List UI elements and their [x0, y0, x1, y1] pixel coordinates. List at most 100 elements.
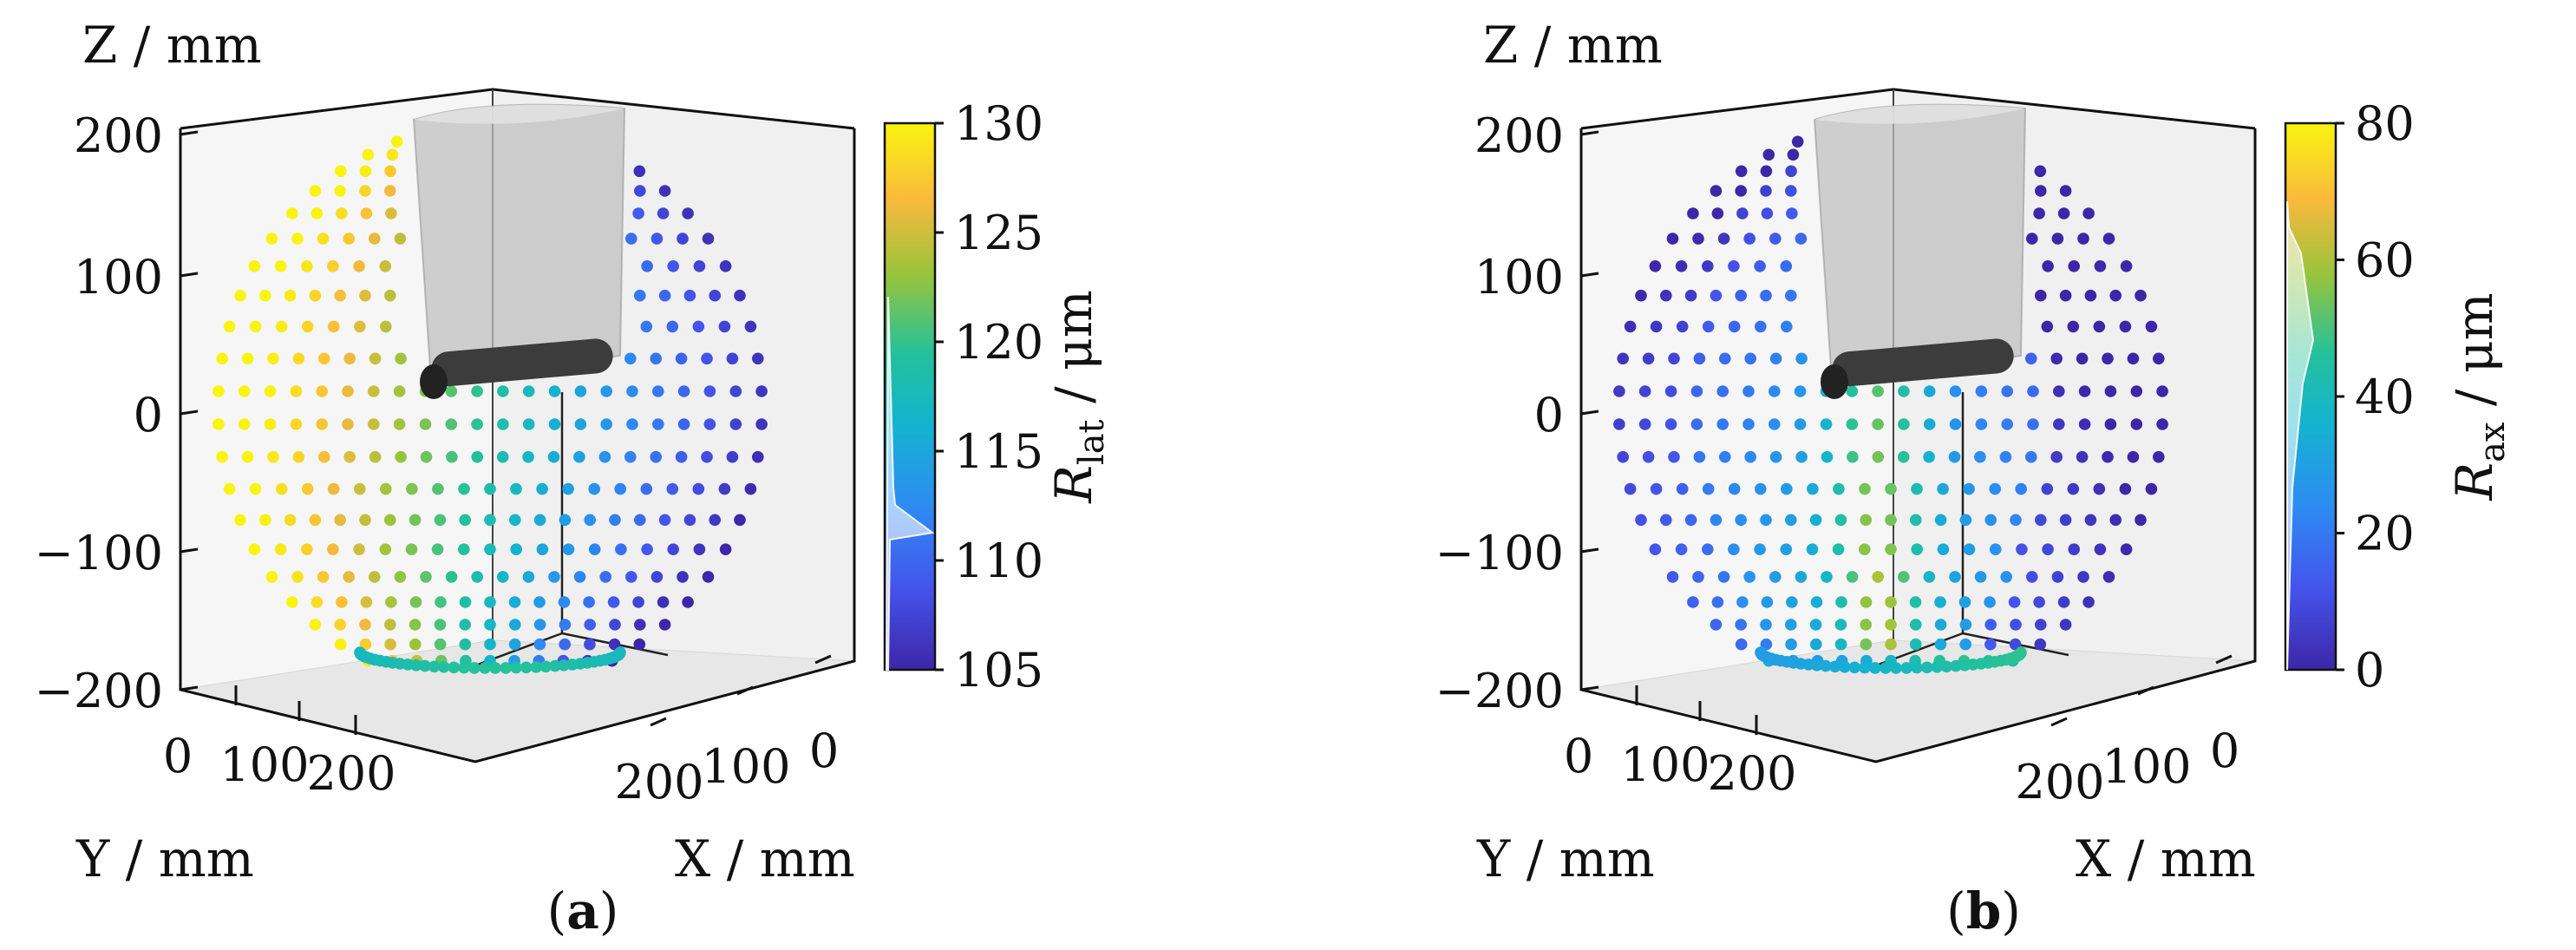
x-tick-label: 200: [2015, 755, 2104, 809]
axis-box-edges: [1579, 128, 2257, 763]
data-point: [384, 619, 396, 631]
data-point: [459, 596, 472, 608]
data-point: [1958, 596, 1971, 608]
data-point: [1755, 646, 1767, 658]
data-point: [2057, 207, 2070, 219]
data-point: [379, 260, 392, 272]
data-point: [1959, 514, 1972, 527]
data-point: [1846, 418, 1859, 430]
data-point: [625, 233, 637, 245]
data-point: [1821, 450, 1834, 463]
data-point: [744, 320, 757, 333]
data-point: [484, 619, 496, 631]
data-point: [1780, 543, 1793, 555]
data-point: [2026, 571, 2038, 583]
data-point: [1859, 543, 1871, 555]
data-point: [548, 418, 561, 430]
data-point: [1761, 207, 1774, 219]
data-point: [709, 289, 721, 302]
data-point: [703, 385, 716, 397]
data-point: [334, 289, 347, 302]
data-point: [1690, 385, 1703, 397]
data-point: [1974, 571, 1987, 583]
data-point: [1769, 385, 1781, 397]
data-point: [692, 482, 705, 495]
data-point: [559, 638, 571, 651]
data-point: [265, 233, 278, 245]
data-points: [212, 135, 768, 674]
data-point: [1958, 659, 1971, 672]
data-point: [267, 450, 279, 463]
data-point: [666, 320, 679, 333]
colorbar-label: Rax / μm: [2445, 292, 2513, 501]
data-point: [641, 260, 653, 272]
data-point: [1910, 619, 1922, 631]
data-point: [489, 662, 501, 674]
data-point: [2015, 482, 2027, 495]
data-point: [434, 638, 447, 651]
data-point: [1885, 543, 1897, 555]
data-point: [484, 482, 496, 495]
data-point: [1635, 514, 1647, 527]
data-point: [2076, 450, 2089, 463]
data-point: [1923, 450, 1935, 463]
colorbar-label-unit: / μm: [2445, 292, 2504, 422]
data-point: [420, 571, 432, 583]
z-axis-label: Z / mm: [1483, 16, 1663, 75]
data-point: [342, 385, 354, 397]
data-point: [1859, 482, 1871, 495]
data-point: [360, 207, 373, 219]
data-point: [497, 418, 509, 430]
data-point: [1809, 514, 1822, 527]
data-point: [1716, 385, 1729, 397]
z-tick-label: −200: [1435, 664, 1564, 718]
data-point: [500, 662, 512, 674]
data-point: [1949, 418, 1962, 430]
data-point: [248, 260, 261, 272]
data-point: [2008, 596, 2021, 608]
data-point: [264, 385, 277, 397]
data-point: [291, 233, 304, 245]
panel-caption-close: ): [599, 881, 619, 940]
data-point: [1716, 418, 1729, 430]
data-point: [1684, 514, 1697, 527]
data-point: [2051, 571, 2064, 583]
data-point: [1963, 543, 1976, 555]
data-point: [1795, 352, 1808, 365]
x-tick-mark: [2215, 654, 2233, 665]
data-point: [336, 596, 348, 608]
data-point: [359, 185, 371, 197]
colorbar-tick-label: 40: [2355, 370, 2415, 424]
data-point: [1624, 320, 1637, 333]
data-point: [471, 450, 484, 463]
data-point: [701, 352, 713, 365]
data-point: [667, 260, 679, 272]
data-point: [1761, 596, 1774, 608]
data-point: [1839, 661, 1851, 673]
data-point: [1786, 207, 1798, 219]
data-point: [1735, 619, 1747, 631]
data-point: [1649, 260, 1662, 272]
data-point: [2077, 233, 2089, 245]
data-point: [1791, 135, 1804, 148]
data-point: [1710, 185, 1723, 197]
data-point: [641, 543, 653, 555]
data-point: [558, 596, 571, 608]
data-point: [1950, 659, 1962, 672]
data-point: [522, 571, 535, 583]
data-point: [1832, 543, 1845, 555]
data-point: [343, 233, 356, 245]
data-point: [484, 596, 496, 608]
colorbar-tick-label: 110: [954, 534, 1043, 588]
data-point: [1769, 233, 1782, 245]
data-point: [1846, 571, 1859, 583]
data-point: [2053, 418, 2065, 430]
data-point: [520, 661, 533, 674]
data-point: [1828, 660, 1841, 673]
data-point: [1735, 514, 1747, 527]
data-point: [536, 543, 549, 555]
data-point: [354, 646, 366, 658]
colorbar-label-subscript: ax: [2473, 422, 2513, 462]
tool-tip-end: [420, 364, 448, 399]
